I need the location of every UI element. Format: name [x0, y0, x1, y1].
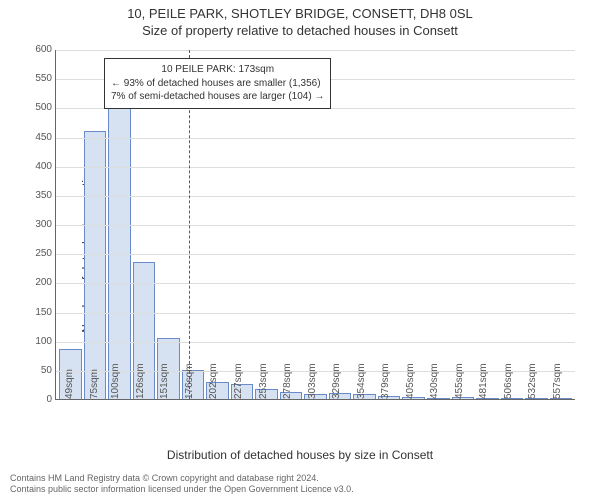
footnote-line1: Contains HM Land Registry data © Crown c… [10, 473, 354, 485]
x-tick-label: 202sqm [205, 363, 220, 399]
x-tick-label: 405sqm [401, 363, 416, 399]
y-tick-label: 400 [26, 162, 56, 172]
y-tick-label: 600 [26, 45, 56, 55]
x-tick-label: 75sqm [85, 369, 100, 399]
y-tick-label: 200 [26, 278, 56, 288]
gridline [56, 196, 575, 197]
bar-slot: 455sqm [452, 397, 475, 399]
footnotes: Contains HM Land Registry data © Crown c… [10, 473, 354, 496]
bar-slot: 303sqm [304, 394, 327, 399]
bar-slot: 405sqm [402, 397, 425, 399]
bar-slot: 557sqm [550, 398, 573, 399]
plot-area: 49sqm75sqm100sqm126sqm151sqm176sqm202sqm… [55, 50, 575, 400]
bar-slot: 253sqm [255, 389, 278, 400]
annotation-line: ← 93% of detached houses are smaller (1,… [111, 77, 324, 91]
gridline [56, 167, 575, 168]
y-tick-label: 300 [26, 220, 56, 230]
y-tick-label: 500 [26, 103, 56, 113]
gridline [56, 283, 575, 284]
bar-slot: 151sqm [157, 338, 180, 399]
gridline [56, 254, 575, 255]
bar-slot: 227sqm [231, 384, 254, 399]
gridline [56, 342, 575, 343]
bar-slot: 75sqm [84, 131, 107, 399]
gridline [56, 50, 575, 51]
bar-slot: 202sqm [206, 382, 229, 400]
y-tick-label: 450 [26, 133, 56, 143]
y-tick-label: 250 [26, 249, 56, 259]
bar-slot: 379sqm [378, 396, 401, 399]
chart-container: 10, PEILE PARK, SHOTLEY BRIDGE, CONSETT,… [0, 0, 600, 500]
annotation-line: 10 PEILE PARK: 173sqm [111, 63, 324, 77]
title-line1: 10, PEILE PARK, SHOTLEY BRIDGE, CONSETT,… [0, 6, 600, 23]
x-tick-label: 506sqm [499, 363, 514, 399]
y-tick-label: 350 [26, 191, 56, 201]
x-tick-label: 354sqm [352, 363, 367, 399]
x-tick-label: 329sqm [327, 363, 342, 399]
x-tick-label: 49sqm [60, 369, 75, 399]
gridline [56, 138, 575, 139]
x-tick-label: 481sqm [475, 363, 490, 399]
x-tick-label: 455sqm [450, 363, 465, 399]
x-tick-label: 126sqm [131, 363, 146, 399]
y-tick-label: 50 [26, 366, 56, 376]
bar-slot: 329sqm [329, 393, 352, 399]
x-tick-label: 303sqm [303, 363, 318, 399]
x-tick-label: 430sqm [425, 363, 440, 399]
x-tick-label: 379sqm [376, 363, 391, 399]
x-tick-label: 532sqm [524, 363, 539, 399]
title-block: 10, PEILE PARK, SHOTLEY BRIDGE, CONSETT,… [0, 6, 600, 40]
bar-slot: 430sqm [427, 398, 450, 399]
x-axis-label: Distribution of detached houses by size … [0, 448, 600, 462]
gridline [56, 313, 575, 314]
bar-slot: 176sqm [182, 370, 205, 399]
gridline [56, 371, 575, 372]
y-tick-label: 550 [26, 74, 56, 84]
footnote-line2: Contains public sector information licen… [10, 484, 354, 496]
y-tick-label: 0 [26, 395, 56, 405]
x-tick-label: 253sqm [254, 363, 269, 399]
y-tick-label: 100 [26, 337, 56, 347]
bar-slot: 506sqm [501, 398, 524, 399]
bar-slot: 354sqm [353, 394, 376, 399]
x-tick-label: 176sqm [180, 363, 195, 399]
x-tick-label: 278sqm [278, 363, 293, 399]
x-tick-label: 100sqm [107, 363, 122, 399]
bar-slot: 49sqm [59, 349, 82, 399]
y-tick-label: 150 [26, 308, 56, 318]
x-tick-label: 227sqm [229, 363, 244, 399]
bar-slot: 532sqm [525, 398, 548, 399]
x-tick-label: 151sqm [156, 363, 171, 399]
x-tick-label: 557sqm [548, 363, 563, 399]
title-line2: Size of property relative to detached ho… [0, 23, 600, 40]
bar-slot: 481sqm [476, 398, 499, 399]
bar [84, 131, 107, 399]
bar-slot: 278sqm [280, 392, 303, 399]
annotation-line: 7% of semi-detached houses are larger (1… [111, 90, 324, 104]
gridline [56, 225, 575, 226]
annotation-box: 10 PEILE PARK: 173sqm← 93% of detached h… [104, 58, 331, 109]
